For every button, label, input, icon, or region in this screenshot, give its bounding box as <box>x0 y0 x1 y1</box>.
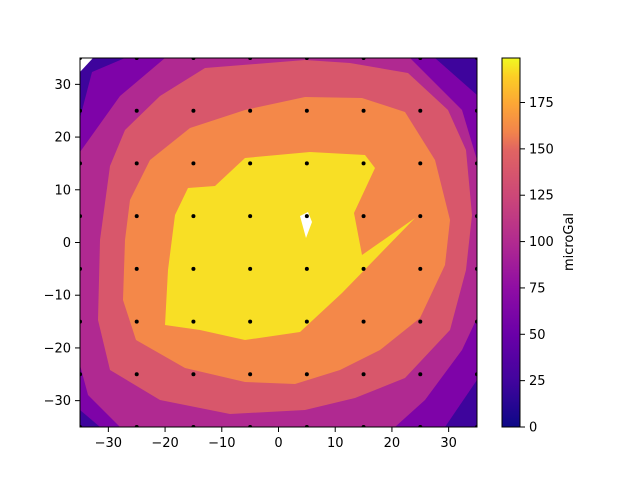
colorbar-frame <box>501 57 521 428</box>
contour-peak-gap <box>300 212 312 238</box>
station-marker <box>191 108 196 113</box>
y-axis: −30 −20 −10 0 10 20 30 <box>44 78 80 409</box>
colorbar-tick-label: 0 <box>529 421 537 436</box>
station-marker <box>418 266 423 271</box>
station-marker <box>248 161 253 166</box>
station-marker <box>361 108 366 113</box>
station-marker <box>134 108 139 113</box>
station-marker <box>304 372 309 377</box>
station-marker <box>191 266 196 271</box>
station-marker <box>191 214 196 219</box>
station-marker <box>191 161 196 166</box>
y-tick-label: −10 <box>44 289 71 304</box>
station-marker <box>418 214 423 219</box>
y-tick-label: 20 <box>54 131 71 146</box>
colorbar-tick-label: 25 <box>529 374 546 389</box>
station-marker <box>304 214 309 219</box>
y-tick-label: 30 <box>54 78 71 93</box>
station-markers <box>80 58 477 427</box>
colorbar-tick-label: 100 <box>529 235 554 250</box>
station-marker <box>191 319 196 324</box>
y-tick-label: −30 <box>44 394 71 409</box>
station-marker <box>134 372 139 377</box>
y-tick-label: 10 <box>54 183 71 198</box>
station-marker <box>418 372 423 377</box>
colorbar-ticks: 0 25 50 75 100 125 150 175 <box>520 96 554 436</box>
station-marker <box>134 319 139 324</box>
station-marker <box>418 319 423 324</box>
colorbar-label: microGal <box>562 213 577 271</box>
contour-band-150 <box>165 152 415 340</box>
station-marker <box>361 161 366 166</box>
station-marker <box>248 372 253 377</box>
station-marker <box>134 266 139 271</box>
x-tick-label: 10 <box>327 436 344 451</box>
station-marker <box>191 372 196 377</box>
y-tick-label: −20 <box>44 341 71 356</box>
colorbar-gradient <box>502 58 520 427</box>
station-marker <box>418 161 423 166</box>
x-tick-label: −10 <box>208 436 235 451</box>
station-marker <box>304 266 309 271</box>
contour-corner-gap <box>80 58 93 72</box>
station-marker <box>248 214 253 219</box>
x-tick-label: 0 <box>274 436 282 451</box>
station-marker <box>361 214 366 219</box>
x-tick-label: −30 <box>95 436 122 451</box>
station-marker <box>304 319 309 324</box>
x-tick-label: 30 <box>440 436 457 451</box>
colorbar-tick-label: 150 <box>529 142 554 157</box>
station-marker <box>248 108 253 113</box>
plot-area <box>80 58 477 427</box>
station-marker <box>248 266 253 271</box>
colorbar-tick-label: 75 <box>529 281 546 296</box>
colorbar: 0 25 50 75 100 125 150 175 microGal <box>501 57 577 436</box>
station-marker <box>304 108 309 113</box>
station-marker <box>134 161 139 166</box>
y-tick-label: 0 <box>63 236 71 251</box>
x-axis: −30 −20 −10 0 10 20 30 <box>95 427 457 451</box>
station-marker <box>361 266 366 271</box>
colorbar-tick-label: 125 <box>529 189 554 204</box>
station-marker <box>134 214 139 219</box>
x-tick-label: −20 <box>151 436 178 451</box>
x-tick-label: 20 <box>384 436 401 451</box>
station-marker <box>418 108 423 113</box>
station-marker <box>361 372 366 377</box>
colorbar-tick-label: 50 <box>529 328 546 343</box>
colorbar-tick-label: 175 <box>529 96 554 111</box>
station-marker <box>248 319 253 324</box>
station-marker <box>304 161 309 166</box>
station-marker <box>361 319 366 324</box>
